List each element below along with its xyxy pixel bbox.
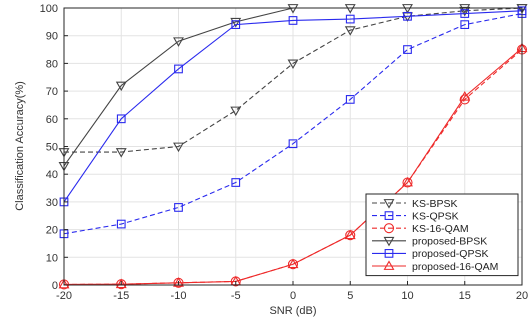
data-point <box>231 178 241 187</box>
legend-item: proposed-BPSK <box>372 236 487 248</box>
data-point <box>116 114 126 124</box>
data-point <box>173 277 184 287</box>
data-point <box>460 20 470 29</box>
x-tick-label: 10 <box>401 290 413 302</box>
x-tick-label: -20 <box>56 290 72 302</box>
data-point <box>58 278 70 289</box>
y-tick-label: 70 <box>46 86 58 98</box>
data-point <box>288 16 298 25</box>
legend-item: KS-QPSK <box>372 210 459 222</box>
y-tick-label: 40 <box>46 169 58 181</box>
legend-item: proposed-QPSK <box>372 248 488 260</box>
data-point <box>230 17 242 28</box>
legend: KS-BPSKKS-QPSKKS-16-QAMproposed-BPSKprop… <box>365 193 519 277</box>
data-point <box>230 106 242 117</box>
series-layer <box>58 4 528 290</box>
data-point <box>288 139 298 149</box>
y-tick-label: 80 <box>46 58 58 70</box>
data-point <box>173 37 184 47</box>
data-point <box>459 91 471 101</box>
data-point <box>287 4 299 14</box>
data-point <box>115 148 127 158</box>
legend-label: proposed-16-QAM <box>412 261 498 273</box>
data-point <box>460 9 470 18</box>
y-tick-label: 50 <box>46 142 58 154</box>
data-point <box>174 64 183 74</box>
data-point <box>344 26 356 36</box>
data-point <box>344 4 356 14</box>
y-tick-label: 30 <box>46 197 58 209</box>
data-point <box>116 219 126 229</box>
data-point <box>403 11 412 21</box>
y-tick-label: 60 <box>46 114 58 126</box>
y-tick-label: 20 <box>46 225 58 237</box>
data-point <box>459 4 471 14</box>
series-line <box>63 47 523 286</box>
data-point <box>516 4 528 14</box>
legend-item: KS-BPSK <box>372 198 458 210</box>
series-line <box>63 10 523 203</box>
series-line <box>64 7 523 153</box>
legend-label: KS-QPSK <box>412 210 459 222</box>
data-point <box>287 59 299 70</box>
y-tick-label: 100 <box>40 3 58 15</box>
data-point <box>402 176 413 187</box>
data-point <box>459 6 471 17</box>
legend-marker <box>383 236 395 247</box>
data-point <box>174 203 183 212</box>
legend-label: KS-BPSK <box>412 198 458 210</box>
data-point <box>115 278 127 289</box>
legend-marker <box>383 199 395 209</box>
y-tick-label: 90 <box>46 31 58 43</box>
x-tick-label: -15 <box>113 290 129 302</box>
y-axis-label: Classification Accuracy(%) <box>14 81 26 211</box>
x-tick-label: 0 <box>290 290 296 302</box>
x-tick-label: 5 <box>347 290 353 302</box>
legend-item: KS-16-QAM <box>372 223 469 235</box>
x-tick-label: 15 <box>459 290 471 302</box>
legend-label: proposed-QPSK <box>412 248 488 260</box>
data-point <box>287 258 299 269</box>
data-point <box>402 4 413 14</box>
legend-marker <box>384 211 394 220</box>
ticks: -20 -15 -10 -5 0 5 10 15 20 0 10 20 30 40 50 60 70 80 90 10… <box>40 3 528 302</box>
data-point <box>344 229 356 240</box>
data-point <box>403 45 412 54</box>
data-point <box>115 81 127 92</box>
series-proposed-16-qam <box>58 42 528 289</box>
legend-box <box>365 193 519 277</box>
x-tick-label: 20 <box>516 290 528 302</box>
x-tick-label: -5 <box>231 290 241 302</box>
x-tick-label: -10 <box>171 290 187 302</box>
legend-item: proposed-16-QAM <box>372 260 498 273</box>
legend-label: KS-16-QAM <box>412 223 469 235</box>
legend-label: proposed-BPSK <box>412 236 487 248</box>
data-point <box>345 14 355 24</box>
legend-marker <box>383 260 395 270</box>
legend-marker <box>383 223 395 234</box>
y-tick-label: 10 <box>46 252 58 264</box>
data-point <box>345 95 355 104</box>
data-point <box>231 20 241 29</box>
data-point <box>173 142 184 153</box>
series-line <box>63 13 523 235</box>
y-tick-label: 0 <box>52 280 58 292</box>
legend-marker <box>384 249 394 258</box>
x-axis-label: SNR (dB) <box>269 305 316 317</box>
